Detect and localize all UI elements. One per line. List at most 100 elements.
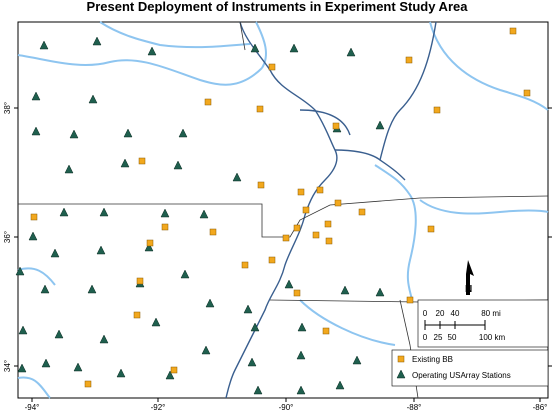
usarray-station <box>253 385 263 395</box>
usarray-station <box>289 43 299 53</box>
scale-label: 0 <box>423 309 428 318</box>
usarray-station <box>59 207 69 217</box>
usarray-station <box>123 128 133 138</box>
bb-station <box>170 366 178 374</box>
usarray-station <box>18 325 28 335</box>
bb-station <box>138 157 146 165</box>
mississippi-river <box>225 21 437 399</box>
scale-label: 20 <box>436 309 445 318</box>
usarray-station <box>120 158 130 168</box>
usarray-station <box>96 245 106 255</box>
bb-station <box>136 277 144 285</box>
usarray-station <box>17 363 27 373</box>
bb-station <box>84 380 92 388</box>
usarray-station <box>31 126 41 136</box>
usarray-station <box>73 362 83 372</box>
stations <box>15 27 531 395</box>
usarray-station <box>15 266 25 276</box>
usarray-station <box>346 47 356 57</box>
bb-station <box>302 206 310 214</box>
bb-station <box>293 224 301 232</box>
bb-station <box>332 122 340 130</box>
usarray-station <box>232 172 242 182</box>
usarray-station <box>88 94 98 104</box>
usarray-station <box>296 385 306 395</box>
bb-station <box>316 186 324 194</box>
bb-station <box>433 106 441 114</box>
bb-station <box>322 327 330 335</box>
bb-station <box>427 225 435 233</box>
bb-station <box>268 256 276 264</box>
bb-station <box>509 27 517 35</box>
bb-station <box>282 234 290 242</box>
usarray-station <box>99 334 109 344</box>
usarray-station <box>205 298 215 308</box>
usarray-station <box>335 380 345 390</box>
bb-station <box>256 105 264 113</box>
usarray-station <box>50 248 60 258</box>
bb-station <box>146 239 154 247</box>
usarray-station <box>54 329 64 339</box>
usarray-station <box>165 370 175 380</box>
legend-label: Existing BB <box>412 355 453 364</box>
usarray-station <box>199 209 209 219</box>
usarray-station <box>64 164 74 174</box>
bb-station <box>293 289 301 297</box>
usarray-station <box>178 128 188 138</box>
x-label: -90° <box>279 403 294 412</box>
bb-station <box>209 228 217 236</box>
scale-label: 40 <box>451 309 460 318</box>
usarray-station <box>31 91 41 101</box>
bb-station <box>324 220 332 228</box>
bb-station <box>268 63 276 71</box>
scale-label: 0 <box>423 333 428 342</box>
usarray-station <box>284 279 294 289</box>
legend-label: Operating USArray Stations <box>412 371 511 380</box>
north-label: N <box>465 284 472 295</box>
bb-station <box>405 56 413 64</box>
usarray-station <box>296 350 306 360</box>
scale-label: 50 <box>448 333 457 342</box>
scale-label: 25 <box>434 333 443 342</box>
y-label: 36° <box>3 231 12 243</box>
usarray-station <box>375 287 385 297</box>
usarray-station <box>180 269 190 279</box>
bb-station <box>161 223 169 231</box>
bb-station <box>30 213 38 221</box>
scale-bar: 0 20 40 80 mi 0 25 50 100 km <box>417 299 549 348</box>
usarray-station <box>151 317 161 327</box>
usarray-station <box>116 368 126 378</box>
legend: Existing BB Operating USArray Stations <box>391 349 549 387</box>
usarray-station <box>87 284 97 294</box>
bb-station <box>523 89 531 97</box>
bb-station <box>358 208 366 216</box>
usarray-station <box>144 242 154 252</box>
usarray-station <box>41 358 51 368</box>
scale-label: 80 mi <box>481 309 501 318</box>
bb-station <box>241 261 249 269</box>
usarray-station <box>147 46 157 56</box>
rivers <box>17 21 549 399</box>
x-label: -92° <box>151 403 166 412</box>
usarray-station <box>243 304 253 314</box>
bb-station <box>334 199 342 207</box>
usarray-station <box>201 345 211 355</box>
usarray-station <box>297 322 307 332</box>
x-label: -86° <box>533 403 548 412</box>
usarray-station <box>173 160 183 170</box>
usarray-station <box>28 231 38 241</box>
usarray-station <box>352 355 362 365</box>
usarray-station <box>40 284 50 294</box>
bb-station <box>325 237 333 245</box>
usarray-station <box>375 120 385 130</box>
bb-station <box>204 98 212 106</box>
usarray-station <box>39 40 49 50</box>
scale-label: 100 km <box>479 333 506 342</box>
north-arrow: N <box>465 260 474 295</box>
usarray-station <box>160 208 170 218</box>
bb-station <box>297 188 305 196</box>
bb-station <box>406 296 414 304</box>
x-label: -88° <box>407 403 422 412</box>
usarray-station <box>250 322 260 332</box>
y-label: 38° <box>3 102 12 114</box>
